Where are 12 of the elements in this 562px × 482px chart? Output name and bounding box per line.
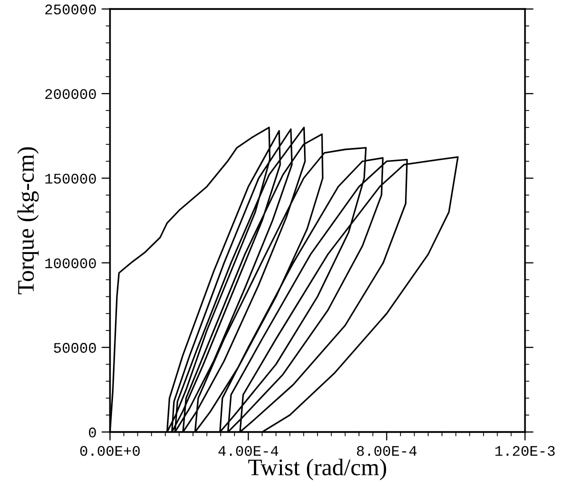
y-tick-label: 250000 — [45, 4, 96, 14]
y-tick-label: 0 — [88, 428, 96, 438]
y-tick-label: 150000 — [45, 174, 96, 184]
y-tick-label: 50000 — [54, 342, 96, 353]
x-axis-title: Twist (rad/cm) — [248, 458, 386, 480]
y-tick-label: 200000 — [45, 89, 96, 100]
y-tick-label: 100000 — [45, 258, 96, 268]
x-tick-label: 8.00E-4 — [356, 446, 417, 456]
x-tick-label: 1.20E-3 — [495, 446, 555, 456]
y-axis-title: Torque (kg-cm) — [17, 147, 39, 294]
x-tick-label: 4.00E-4 — [218, 446, 278, 456]
x-tick-label: 0.00E+0 — [80, 446, 140, 456]
